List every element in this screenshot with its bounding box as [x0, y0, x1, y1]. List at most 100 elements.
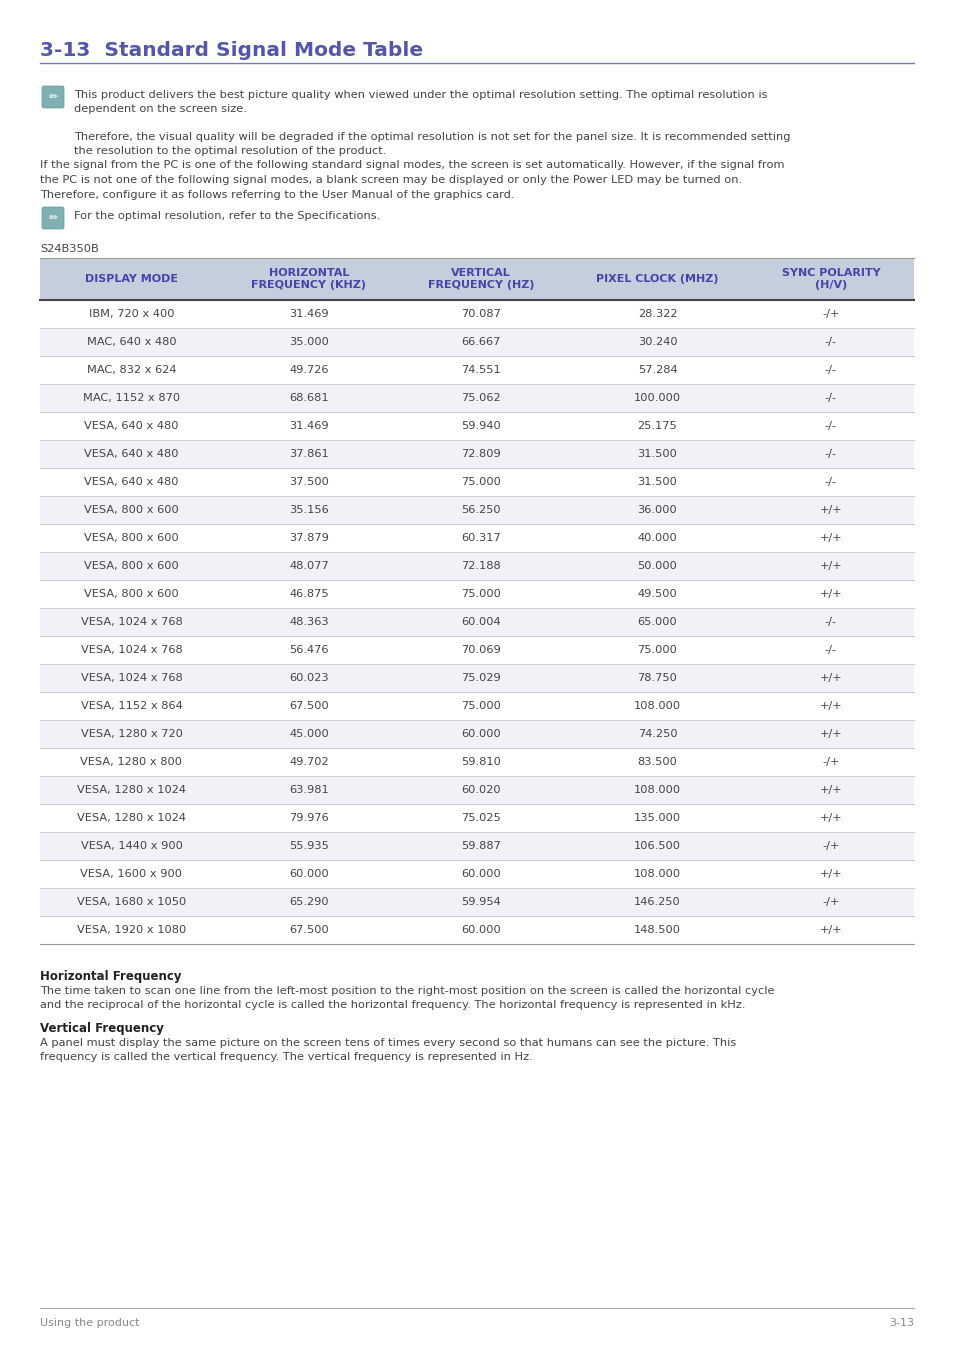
Text: 72.809: 72.809: [460, 450, 500, 459]
Text: VESA, 1024 x 768: VESA, 1024 x 768: [81, 674, 182, 683]
Text: 75.000: 75.000: [637, 645, 677, 655]
Bar: [40, 412, 913, 440]
Text: 100.000: 100.000: [634, 393, 680, 404]
Text: the resolution to the optimal resolution of the product.: the resolution to the optimal resolution…: [74, 146, 386, 157]
Bar: [40, 383, 913, 412]
Text: 65.000: 65.000: [637, 617, 677, 626]
Text: 56.476: 56.476: [289, 645, 329, 655]
Text: 35.000: 35.000: [289, 338, 329, 347]
Text: S24B350B: S24B350B: [40, 244, 99, 254]
Text: 148.500: 148.500: [634, 925, 680, 936]
Text: VESA, 1440 x 900: VESA, 1440 x 900: [80, 841, 182, 850]
Text: 31.500: 31.500: [637, 477, 677, 487]
Text: VESA, 1600 x 900: VESA, 1600 x 900: [80, 869, 182, 879]
Text: 79.976: 79.976: [289, 813, 329, 823]
Text: 59.887: 59.887: [460, 841, 500, 850]
Text: 35.156: 35.156: [289, 505, 329, 514]
Text: +/+: +/+: [819, 505, 841, 514]
Text: -/-: -/-: [824, 450, 836, 459]
Text: VESA, 640 x 480: VESA, 640 x 480: [84, 421, 178, 431]
Text: 75.000: 75.000: [460, 701, 500, 711]
Text: +/+: +/+: [819, 729, 841, 738]
Bar: [40, 608, 913, 636]
Text: 55.935: 55.935: [289, 841, 329, 850]
Text: -/+: -/+: [821, 309, 839, 319]
Text: -/-: -/-: [824, 617, 836, 626]
Text: Using the product: Using the product: [40, 1318, 139, 1328]
Bar: [40, 258, 913, 300]
Text: +/+: +/+: [819, 589, 841, 599]
Text: VESA, 1680 x 1050: VESA, 1680 x 1050: [77, 896, 186, 907]
Bar: [40, 888, 913, 917]
Bar: [40, 693, 913, 720]
Text: -/-: -/-: [824, 393, 836, 404]
Text: VESA, 640 x 480: VESA, 640 x 480: [84, 450, 178, 459]
Bar: [40, 748, 913, 776]
Text: VESA, 1280 x 1024: VESA, 1280 x 1024: [77, 784, 186, 795]
Text: MAC, 640 x 480: MAC, 640 x 480: [87, 338, 176, 347]
Text: frequency is called the vertical frequency. The vertical frequency is represente: frequency is called the vertical frequen…: [40, 1052, 532, 1062]
Text: 37.500: 37.500: [289, 477, 329, 487]
Text: 108.000: 108.000: [634, 784, 680, 795]
Text: +/+: +/+: [819, 784, 841, 795]
Text: 46.875: 46.875: [289, 589, 329, 599]
Text: -/+: -/+: [821, 757, 839, 767]
Text: PIXEL CLOCK (MHZ): PIXEL CLOCK (MHZ): [596, 274, 718, 284]
Text: Therefore, the visual quality will be degraded if the optimal resolution is not : Therefore, the visual quality will be de…: [74, 132, 790, 142]
Text: Therefore, configure it as follows referring to the User Manual of the graphics : Therefore, configure it as follows refer…: [40, 190, 514, 200]
Text: 36.000: 36.000: [637, 505, 677, 514]
Text: VESA, 1024 x 768: VESA, 1024 x 768: [81, 645, 182, 655]
Text: 31.469: 31.469: [289, 421, 329, 431]
Bar: [40, 552, 913, 580]
Text: VESA, 800 x 600: VESA, 800 x 600: [84, 505, 178, 514]
Text: +/+: +/+: [819, 925, 841, 936]
Text: -/+: -/+: [821, 841, 839, 850]
Text: 70.087: 70.087: [460, 309, 500, 319]
Bar: [40, 495, 913, 524]
Text: 60.000: 60.000: [460, 925, 500, 936]
Text: 70.069: 70.069: [460, 645, 500, 655]
Bar: [40, 917, 913, 944]
Text: 40.000: 40.000: [637, 533, 677, 543]
Text: 65.290: 65.290: [289, 896, 329, 907]
Text: 50.000: 50.000: [637, 562, 677, 571]
Text: -/-: -/-: [824, 477, 836, 487]
Bar: [40, 524, 913, 552]
Text: VESA, 800 x 600: VESA, 800 x 600: [84, 589, 178, 599]
Text: 66.667: 66.667: [461, 338, 500, 347]
Text: 75.000: 75.000: [460, 589, 500, 599]
Text: 72.188: 72.188: [460, 562, 500, 571]
Text: 48.363: 48.363: [289, 617, 329, 626]
Text: +/+: +/+: [819, 701, 841, 711]
Text: DISPLAY MODE: DISPLAY MODE: [85, 274, 178, 284]
Text: SYNC POLARITY
(H/V): SYNC POLARITY (H/V): [781, 267, 880, 290]
Text: 3-13: 3-13: [888, 1318, 913, 1328]
Text: 75.029: 75.029: [460, 674, 500, 683]
Text: +/+: +/+: [819, 813, 841, 823]
Text: 106.500: 106.500: [634, 841, 680, 850]
Text: -/-: -/-: [824, 421, 836, 431]
Text: 75.025: 75.025: [460, 813, 500, 823]
Text: ✏: ✏: [49, 92, 57, 103]
Text: VESA, 800 x 600: VESA, 800 x 600: [84, 562, 178, 571]
Text: -/-: -/-: [824, 645, 836, 655]
Text: VESA, 1280 x 1024: VESA, 1280 x 1024: [77, 813, 186, 823]
Text: 60.000: 60.000: [460, 729, 500, 738]
Text: 60.020: 60.020: [460, 784, 500, 795]
Text: VESA, 1024 x 768: VESA, 1024 x 768: [81, 617, 182, 626]
Text: 59.954: 59.954: [460, 896, 500, 907]
FancyBboxPatch shape: [42, 86, 64, 108]
Text: +/+: +/+: [819, 562, 841, 571]
Text: For the optimal resolution, refer to the Specifications.: For the optimal resolution, refer to the…: [74, 211, 380, 221]
Bar: [40, 636, 913, 664]
Text: 78.750: 78.750: [637, 674, 677, 683]
Text: VESA, 1152 x 864: VESA, 1152 x 864: [81, 701, 182, 711]
Text: 68.681: 68.681: [289, 393, 329, 404]
Text: 146.250: 146.250: [634, 896, 680, 907]
Text: 30.240: 30.240: [637, 338, 677, 347]
Text: 3-13  Standard Signal Mode Table: 3-13 Standard Signal Mode Table: [40, 40, 423, 59]
Text: 59.810: 59.810: [460, 757, 500, 767]
Text: 75.062: 75.062: [460, 393, 500, 404]
Bar: [40, 860, 913, 888]
Text: ✏: ✏: [49, 213, 57, 223]
